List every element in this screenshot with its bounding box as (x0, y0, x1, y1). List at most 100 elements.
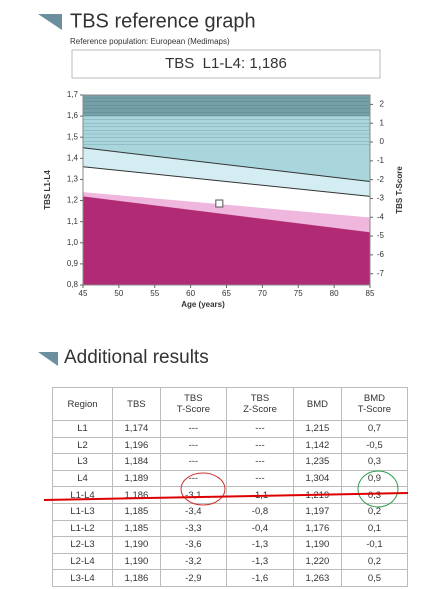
header-cell: TBS T-Score (159, 387, 227, 421)
table-cell: -1,3 (225, 536, 295, 554)
table-cell: 1,174 (112, 420, 161, 438)
table-row: L1-L2 1,185 -3,3 -0,4 1,176 0,1 (51, 519, 409, 538)
table-cell: 1,190 (293, 536, 342, 554)
zone (83, 95, 370, 182)
table-cell: -3,4 (159, 502, 227, 521)
table-cell: -0,5 (340, 436, 409, 455)
table-cell: 1,142 (293, 436, 342, 455)
zone (83, 166, 370, 218)
table-cell: 1,215 (293, 420, 342, 438)
table-cell: -1,3 (225, 552, 295, 571)
y2-axis-label: TBS T-Score (395, 166, 404, 214)
table-cell: L1-L2 (51, 519, 114, 538)
table-cell: 1,304 (293, 469, 342, 488)
table-row: L1-L3 1,185 -3,4 -0,8 1,197 0,2 (51, 502, 409, 521)
table-cell: 1,196 (112, 436, 161, 455)
subtitle: Reference population: European (Medimaps… (70, 37, 230, 46)
header-cell: BMD (293, 387, 342, 421)
table-body: L1 1,174 --- --- 1,215 0,7 L2 1,196 --- --- 1,142-… (51, 420, 409, 587)
table-cell: --- (225, 453, 295, 471)
table-cell: 1,189 (112, 469, 161, 488)
table-cell: 0,5 (340, 569, 409, 587)
table-cell: 1,186 (112, 569, 161, 587)
top-band (83, 95, 370, 117)
y2-tick-label: 1 (380, 118, 385, 127)
y-tick-label: 1,6 (67, 111, 79, 120)
table-cell: 1,235 (293, 453, 342, 471)
table-cell: -1,6 (225, 569, 295, 587)
table-cell: L1-L3 (51, 502, 114, 521)
table-cell: -3,3 (159, 519, 227, 538)
table-cell: L3-L4 (51, 569, 114, 587)
y2-tick-label: -7 (377, 269, 385, 278)
table-row: L3-L4 1,186 -2,9 -1,6 1,263 0,5 (51, 569, 409, 587)
table-cell: 1,186 (112, 486, 161, 504)
x-tick-label: 65 (222, 289, 231, 298)
y2-tick-label: -3 (377, 194, 385, 203)
table-cell: 0,7 (340, 420, 409, 438)
table-cell: 0,9 (340, 469, 409, 488)
header-cell: TBS (112, 387, 161, 421)
table-cell: 1,184 (112, 453, 161, 471)
data-point (215, 199, 224, 208)
table-row: L2-L4 1,190 -3,2 -1,3 1,220 0,2 (51, 552, 409, 571)
x-tick-label: 85 (366, 289, 375, 298)
table-cell: -3,6 (159, 536, 227, 554)
y-tick-label: 0,9 (67, 259, 79, 268)
result-box (71, 49, 381, 79)
y-tick-label: 1,3 (67, 175, 79, 184)
header-cell: BMD T-Score (340, 387, 409, 421)
zone (83, 196, 370, 285)
title-icon (38, 14, 62, 30)
table-cell: 1,263 (293, 569, 342, 587)
table-cell: --- (159, 469, 227, 488)
y-axis-label: TBS L1-L4 (43, 170, 52, 210)
y-tick-label: 1,4 (67, 153, 79, 162)
table-cell: 1,176 (293, 519, 342, 538)
table-row: L4 1,189 --- --- 1,304 0,9 (51, 469, 409, 488)
zone (83, 147, 370, 197)
x-tick-label: 55 (150, 289, 159, 298)
x-tick-label: 80 (330, 289, 339, 298)
table-cell: --- (159, 436, 227, 455)
table-cell: --- (159, 453, 227, 471)
table-cell: --- (225, 420, 295, 438)
zone (83, 192, 370, 233)
table-cell: --- (225, 469, 295, 488)
table-cell: 0,3 (340, 453, 409, 471)
table-cell: -0,8 (225, 502, 295, 521)
bound-line (82, 166, 371, 197)
header-cell: Region (51, 387, 114, 421)
y2-tick-label: -5 (377, 231, 385, 240)
section-icon (38, 352, 58, 366)
x-tick-label: 70 (258, 289, 267, 298)
table-row: L1 1,174 --- --- 1,215 0,7 (51, 420, 409, 438)
page-title: TBS reference graph (70, 10, 256, 32)
table-cell: 1,185 (112, 502, 161, 521)
table-cell: --- (159, 420, 227, 438)
x-tick-label: 45 (79, 289, 88, 298)
table-cell: --- (225, 436, 295, 455)
x-axis-label: Age (years) (181, 300, 225, 309)
y-tick-label: 0,8 (67, 280, 79, 289)
y-tick-label: 1,1 (67, 217, 79, 226)
result-text: TBS L1-L4: 1,186 (165, 55, 287, 72)
header-row: Region TBS TBS T-Score TBS Z-Score BMD BMD T-… (51, 387, 409, 421)
y2-tick-label: -2 (377, 175, 385, 184)
y2-tick-label: -6 (377, 250, 385, 259)
table-cell: 0,3 (340, 486, 409, 504)
y2-tick-label: 0 (380, 137, 385, 146)
table-cell: L3 (51, 453, 114, 471)
table-cell: L4 (51, 469, 114, 488)
table-cell: -0,4 (225, 519, 295, 538)
bound-line (82, 147, 371, 183)
y2-tick-label: 2 (380, 100, 385, 109)
y-tick-label: 1,2 (67, 196, 79, 205)
y-tick-label: 1,5 (67, 132, 79, 141)
table-row: L2 1,196 --- --- 1,142 -0,5 (51, 436, 409, 455)
table-row: L2-L3 1,190 -3,6 -1,3 1,190 -0,1 (51, 536, 409, 554)
table-cell: L2 (51, 436, 114, 455)
table-cell: 1,219 (293, 486, 342, 504)
x-tick-label: 50 (114, 289, 123, 298)
